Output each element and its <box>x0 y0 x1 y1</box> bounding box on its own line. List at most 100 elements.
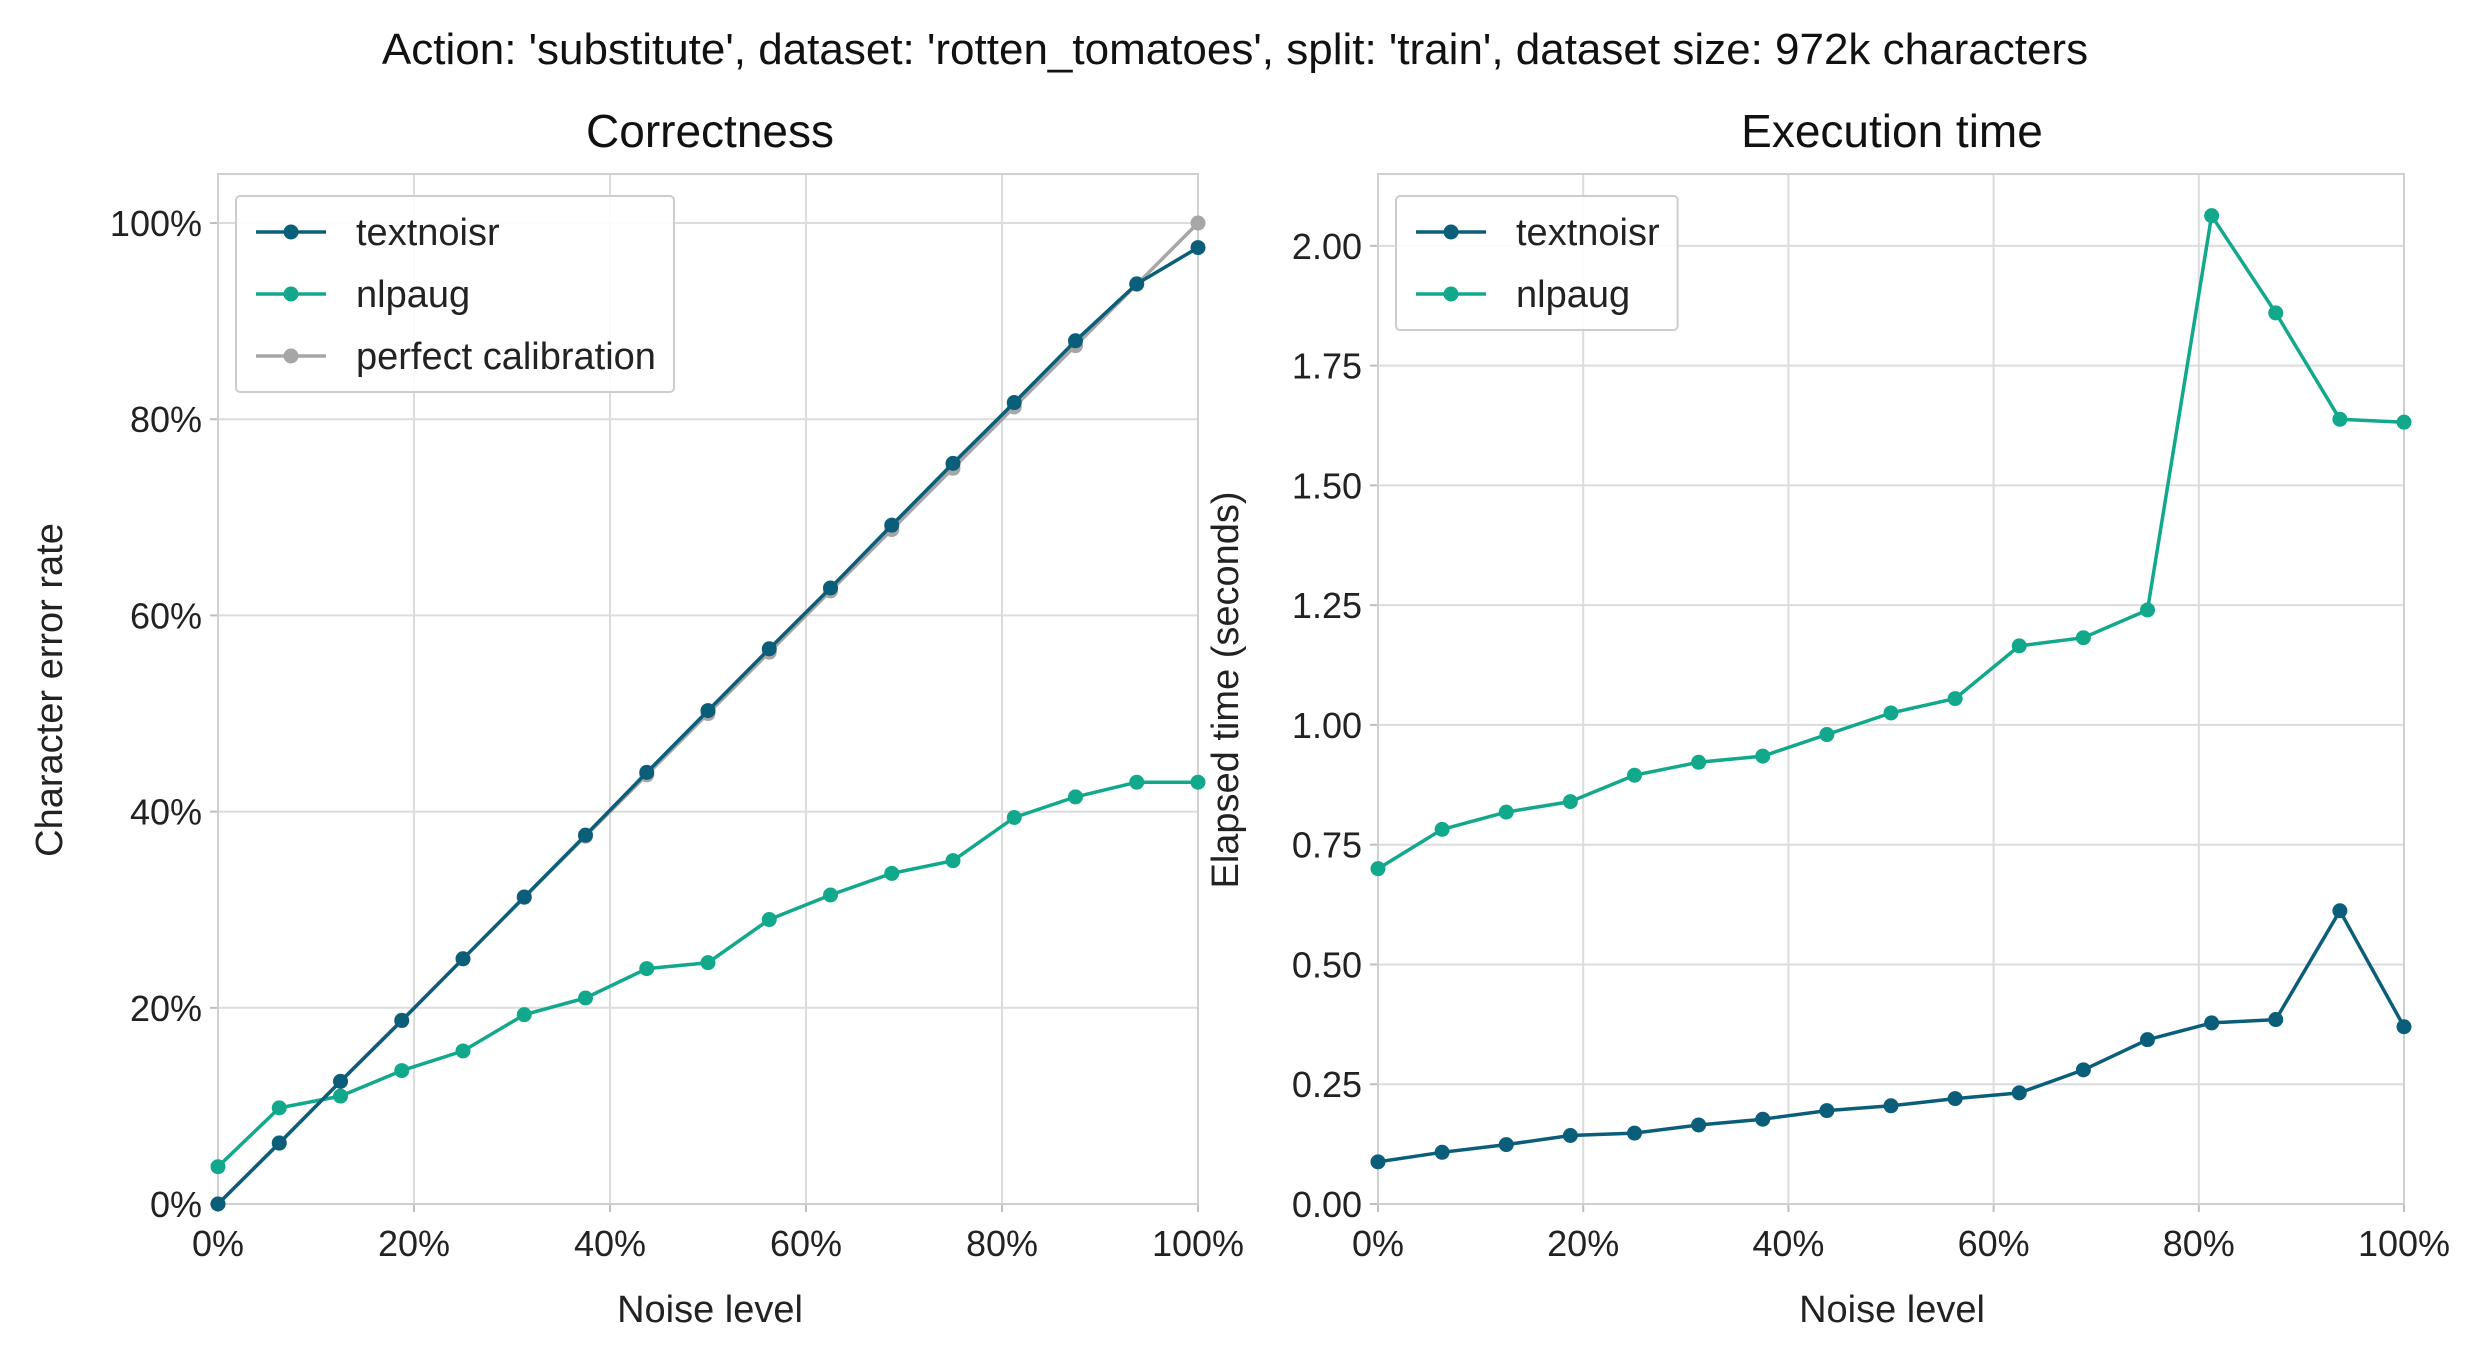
execution-time-x-tick-label: 100% <box>2358 1223 2450 1264</box>
execution-time-legend: textnoisr nlpaug <box>1395 195 1679 331</box>
correctness-point-nlpaug <box>823 887 838 903</box>
execution-time-point-textnoisr <box>2268 1012 2284 1028</box>
execution-time-point-textnoisr <box>1562 1127 1578 1143</box>
correctness-y-tick-label: 60% <box>130 595 202 636</box>
correctness-x-tick-label: 20% <box>378 1223 450 1264</box>
correctness-point-textnoisr <box>271 1135 287 1151</box>
correctness-point-textnoisr <box>700 703 716 719</box>
execution-time-point-textnoisr <box>1819 1103 1835 1119</box>
execution-time-point-nlpaug <box>2268 305 2284 321</box>
execution-time-ylabel: Elapsed time (seconds) <box>1205 491 1247 888</box>
correctness-point-textnoisr <box>1190 240 1206 256</box>
correctness-point-nlpaug <box>700 955 716 971</box>
correctness-x-tick-label: 40% <box>574 1223 646 1264</box>
correctness-point-textnoisr <box>945 455 961 471</box>
correctness-point-textnoisr <box>455 951 471 967</box>
execution-time-point-textnoisr <box>1947 1091 1963 1107</box>
execution-time-point-nlpaug <box>1947 691 1963 707</box>
correctness-point-textnoisr <box>516 889 532 905</box>
execution-time-point-textnoisr <box>2332 903 2348 919</box>
correctness-y-tick-label: 40% <box>130 792 202 833</box>
execution-time-legend-marker-textnoisr <box>1443 224 1459 240</box>
correctness-point-nlpaug <box>578 990 593 1006</box>
execution-time-point-textnoisr <box>1691 1117 1707 1133</box>
correctness-title: Correctness <box>586 105 834 157</box>
execution-time-y-tick-label: 1.25 <box>1292 585 1362 626</box>
execution-time-point-nlpaug <box>2011 638 2027 654</box>
correctness-x-tick-label: 80% <box>966 1223 1038 1264</box>
correctness-line-nlpaug <box>216 780 1198 1168</box>
execution-time-plot-frame <box>1377 173 2405 1205</box>
correctness-point-textnoisr <box>1129 276 1145 292</box>
correctness-point-nlpaug <box>271 1100 287 1116</box>
execution-time-point-nlpaug <box>1370 861 1386 877</box>
execution-time-legend-label-nlpaug: nlpaug <box>1516 274 1630 316</box>
execution-time-point-textnoisr <box>1755 1111 1771 1127</box>
execution-time-legend-label-textnoisr: textnoisr <box>1516 212 1660 254</box>
correctness-point-nlpaug <box>516 1007 532 1023</box>
correctness-point-nlpaug <box>333 1088 348 1104</box>
execution-time-y-tick-label: 2.00 <box>1292 226 1362 267</box>
execution-time-legend-marker-nlpaug <box>1443 286 1459 302</box>
correctness-point-textnoisr <box>333 1073 348 1089</box>
correctness-point-textnoisr <box>578 827 593 843</box>
correctness-point-perfect-calibration <box>1190 215 1206 231</box>
correctness-series-group <box>210 215 1206 1212</box>
execution-time-point-nlpaug <box>2332 411 2348 427</box>
correctness-point-nlpaug <box>639 961 655 977</box>
execution-time-point-textnoisr <box>2075 1062 2091 1078</box>
execution-time-y-tick-label: 0.75 <box>1292 825 1362 866</box>
execution-time-point-textnoisr <box>2204 1015 2220 1031</box>
correctness-point-nlpaug <box>1190 774 1206 790</box>
correctness-legend-label-perfect-calibration: perfect calibration <box>356 336 656 378</box>
execution-time-point-textnoisr <box>1883 1098 1899 1114</box>
correctness-series-nlpaug <box>210 774 1206 1175</box>
execution-time-point-nlpaug <box>1627 767 1642 783</box>
execution-time-xlabel: Noise level <box>1799 1289 1985 1331</box>
correctness-point-nlpaug <box>945 853 961 869</box>
execution-time-point-textnoisr <box>1498 1137 1514 1153</box>
execution-time-point-nlpaug <box>2140 602 2155 618</box>
correctness-legend-box <box>235 195 675 393</box>
correctness-point-nlpaug <box>1068 789 1083 805</box>
correctness-point-nlpaug <box>394 1063 410 1079</box>
figure-suptitle: Action: 'substitute', dataset: 'rotten_t… <box>382 25 2088 74</box>
execution-time-series-group <box>1370 208 2412 1170</box>
execution-time-point-textnoisr <box>1434 1144 1450 1160</box>
correctness-series-textnoisr <box>210 240 1206 1212</box>
execution-time-y-tick-label: 0.25 <box>1292 1064 1362 1105</box>
correctness-point-textnoisr <box>884 517 900 533</box>
execution-time-point-textnoisr <box>1370 1154 1386 1170</box>
correctness-point-nlpaug <box>761 912 777 928</box>
execution-time-series-textnoisr <box>1370 903 2412 1170</box>
execution-time-panel: Execution time Noise level Elapsed time … <box>1205 105 2450 1331</box>
execution-time-y-tick-label: 0.00 <box>1292 1184 1362 1225</box>
execution-time-point-textnoisr <box>2140 1032 2155 1048</box>
correctness-point-textnoisr <box>761 641 777 657</box>
execution-time-point-nlpaug <box>1755 748 1771 764</box>
correctness-legend: textnoisr nlpaug perfect calibration <box>235 195 675 393</box>
execution-time-x-tick-label: 20% <box>1547 1223 1619 1264</box>
correctness-point-textnoisr <box>1006 395 1022 411</box>
correctness-point-textnoisr <box>823 580 838 596</box>
execution-time-point-nlpaug <box>2204 208 2220 224</box>
correctness-legend-label-textnoisr: textnoisr <box>356 212 500 254</box>
correctness-y-tick-label: 0% <box>150 1184 202 1225</box>
correctness-point-textnoisr <box>1068 333 1083 349</box>
correctness-y-tick-label: 20% <box>130 988 202 1029</box>
correctness-legend-marker-textnoisr <box>283 224 299 240</box>
execution-time-x-tick-label: 60% <box>1958 1223 2030 1264</box>
execution-time-y-tick-label: 1.50 <box>1292 465 1362 506</box>
execution-time-x-tick-label: 40% <box>1752 1223 1824 1264</box>
execution-time-y-tick-label: 1.00 <box>1292 705 1362 746</box>
execution-time-series-nlpaug <box>1370 208 2412 877</box>
correctness-point-nlpaug <box>455 1043 471 1059</box>
correctness-x-tick-label: 0% <box>192 1223 244 1264</box>
correctness-legend-marker-perfect-calibration <box>283 348 299 364</box>
execution-time-point-textnoisr <box>2396 1019 2412 1035</box>
execution-time-point-nlpaug <box>2396 414 2412 430</box>
correctness-panel: Correctness Noise level Character error … <box>29 105 1244 1331</box>
execution-time-line-textnoisr <box>1377 909 2406 1164</box>
correctness-y-tick-label: 100% <box>110 203 202 244</box>
